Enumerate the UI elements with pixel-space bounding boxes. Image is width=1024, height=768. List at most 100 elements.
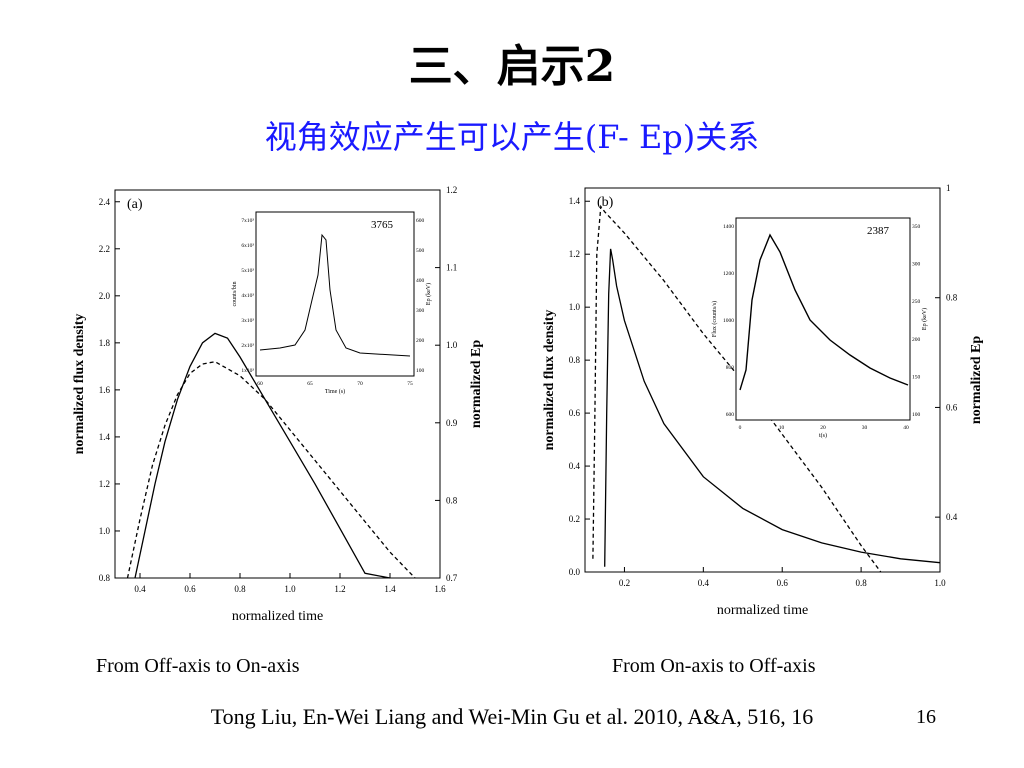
inset-frame: [735, 217, 911, 421]
panel-label: (a): [127, 197, 143, 212]
inset-y-tick-label: 1200: [723, 271, 734, 277]
inset-y-tick-label: 5x10³: [241, 268, 254, 274]
y-tick-label: 1.6: [99, 385, 111, 395]
y2-axis-label: normalized Ep: [469, 340, 484, 428]
y-tick-label: 2.2: [99, 244, 110, 254]
inset-y-tick-label: 1400: [723, 224, 734, 230]
inset-x-tick-label: 75: [407, 381, 413, 387]
slide-subtitle: 视角效应产生可以产生(F- Ep)关系: [264, 118, 760, 156]
plot-b: 0.2 0.4 0.6 0.8 1.0 0.0 0.2 0.4 0.6 0.8 1.0 1.2 1.4 0…: [540, 180, 1000, 630]
inset-a-lightcurve: [259, 233, 411, 357]
inset-x-tick-label: 40: [903, 425, 909, 431]
y-tick-label: 0.4: [569, 461, 581, 471]
x-tick-label: 0.2: [619, 578, 630, 588]
inset-frame: [255, 211, 415, 377]
y-axis-label: normalized flux density: [542, 310, 557, 451]
inset-y2-tick-label: 500: [416, 248, 425, 254]
inset-y2-axis-label: Ep (keV): [921, 308, 928, 330]
y2-tick-label: 1.2: [446, 185, 457, 195]
inset-y-axis-label: Flux (counts/s): [711, 301, 718, 337]
y-tick-label: 0.0: [569, 567, 581, 577]
inset-y2-tick-label: 400: [416, 278, 425, 284]
inset-x-tick-label: 30: [862, 425, 868, 431]
inset-y2-axis-label: Ep (keV): [425, 283, 432, 305]
reference: Tong Liu, En-Wei Liang and Wei-Min Gu et…: [210, 704, 814, 729]
x-tick-label: 0.8: [855, 578, 867, 588]
y-tick-label: 0.8: [569, 355, 581, 365]
inset-y2-tick-label: 350: [912, 224, 921, 230]
x-tick-label: 1.2: [334, 584, 345, 594]
y-tick-label: 0.8: [99, 573, 111, 583]
inset-y-axis-label: counts/bin: [232, 282, 238, 307]
inset-y2-tick-label: 600: [416, 218, 425, 224]
series-line-1: [604, 248, 941, 567]
inset-y-tick-label: 7x10³: [241, 218, 254, 224]
x-tick-label: 0.4: [134, 584, 146, 594]
inset-x-axis-label: t(s): [819, 432, 827, 439]
inset-y-tick-label: 4x10³: [241, 293, 254, 299]
y2-tick-label: 1: [946, 183, 951, 193]
plot-frame: [584, 187, 941, 573]
y2-tick-label: 0.8: [446, 495, 458, 505]
y2-tick-label: 0.6: [946, 402, 958, 412]
inset-y2-tick-label: 300: [416, 308, 425, 314]
y-tick-label: 1.0: [99, 526, 111, 536]
inset-y2-tick-label: 100: [416, 368, 425, 374]
inset-y2-tick-label: 150: [912, 374, 921, 380]
inset-x-tick-label: 10: [779, 425, 785, 431]
plot-a: 0.4 0.6 0.8 1.0 1.2 1.4 1.6 0.8 1.0 1.2 1.4 1.6 1.8 2…: [70, 180, 500, 630]
x-tick-label: 1.0: [934, 578, 946, 588]
inset-y-tick-label: 1000: [723, 318, 734, 324]
y-tick-label: 2.0: [99, 291, 111, 301]
x-tick-label: 1.6: [434, 584, 446, 594]
x-tick-label: 0.6: [777, 578, 789, 588]
y-tick-label: 1.2: [99, 479, 110, 489]
series-line-2: [126, 361, 416, 579]
inset-y-tick-label: 6x10³: [241, 243, 254, 249]
x-tick-label: 0.4: [698, 578, 710, 588]
y2-tick-label: 0.9: [446, 418, 458, 428]
slide-title: 三、启示2: [408, 41, 616, 92]
y2-tick-label: 1.0: [446, 340, 458, 350]
y-tick-label: 1.4: [99, 432, 111, 442]
y-tick-label: 0.2: [569, 514, 580, 524]
inset-y-tick-label: 800: [726, 365, 735, 371]
inset-y-tick-label: 600: [726, 412, 735, 418]
series-line-1: [134, 332, 391, 579]
y-tick-label: 0.6: [569, 408, 581, 418]
caption-left: From Off-axis to On-axis: [96, 655, 300, 677]
y-tick-label: 1.8: [99, 338, 111, 348]
inset-annotation: 2387: [867, 225, 890, 237]
y-tick-label: 2.4: [99, 197, 111, 207]
inset-y2-tick-label: 100: [912, 412, 921, 418]
inset-x-tick-label: 70: [357, 381, 363, 387]
inset-x-tick-label: 0: [739, 425, 742, 431]
y-axis-label: normalized flux density: [72, 314, 87, 455]
plot-frame: [114, 189, 441, 579]
inset-y2-tick-label: 200: [912, 337, 921, 343]
x-tick-label: 0.6: [184, 584, 196, 594]
y-tick-label: 1.4: [569, 196, 581, 206]
x-tick-label: 1.0: [284, 584, 296, 594]
inset-y-tick-label: 3x10³: [241, 318, 254, 324]
y-tick-label: 1.0: [569, 302, 581, 312]
inset-y2-tick-label: 250: [912, 299, 921, 305]
inset-x-tick-label: 65: [307, 381, 313, 387]
page-number: 16: [916, 706, 936, 728]
inset-x-tick-label: 20: [820, 425, 826, 431]
y-tick-label: 1.2: [569, 249, 580, 259]
x-axis-label: normalized time: [232, 609, 323, 624]
y2-tick-label: 0.7: [446, 573, 458, 583]
inset-b-lightcurve: [739, 233, 909, 391]
inset-x-axis-label: Time (s): [325, 388, 345, 395]
caption-right: From On-axis to Off-axis: [612, 655, 816, 677]
inset-y-tick-label: 2x10³: [241, 343, 254, 349]
x-axis-label: normalized time: [717, 603, 808, 618]
x-tick-label: 1.4: [384, 584, 396, 594]
y2-tick-label: 0.8: [946, 293, 958, 303]
y2-tick-label: 0.4: [946, 512, 958, 522]
x-tick-label: 0.8: [234, 584, 246, 594]
series-line-2: [592, 204, 882, 573]
inset-annotation: 3765: [371, 219, 394, 231]
inset-x-tick-label: 60: [257, 381, 263, 387]
